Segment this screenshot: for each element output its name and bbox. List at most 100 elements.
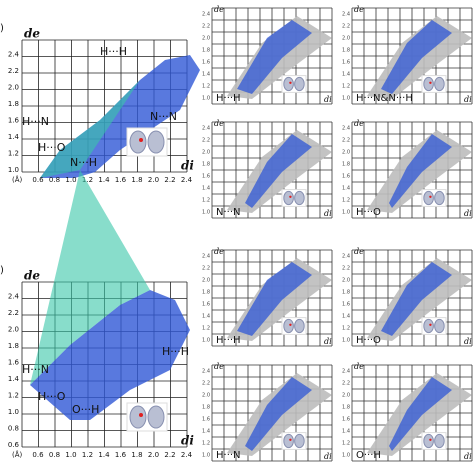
contact-spot xyxy=(289,323,292,326)
y-tick-label: 1.2 xyxy=(8,392,19,400)
y-tick-label: 1.2 xyxy=(202,198,210,204)
y-axis-label: de xyxy=(214,247,224,256)
contact-spot xyxy=(429,81,432,85)
y-tick-label: 1.4 xyxy=(8,375,20,383)
x-tick-label: 1.2 xyxy=(82,176,93,184)
molecule-surface xyxy=(434,76,445,92)
unit-label: (Å) xyxy=(12,450,23,459)
y-tick-label: 1.6 xyxy=(8,117,20,125)
x-axis-label: di xyxy=(181,434,194,448)
y-tick-label: 1.0 xyxy=(342,338,350,344)
y-axis-label: de xyxy=(354,5,364,14)
y-tick-label: 1.2 xyxy=(342,326,350,332)
fingerprint-cloud xyxy=(237,262,312,336)
contact-label: H···O xyxy=(356,207,381,218)
contact-label: H···H xyxy=(216,93,241,104)
y-tick-label: 1.4 xyxy=(202,72,210,78)
contact-label: H···O xyxy=(38,141,66,154)
y-tick-label: 2.4 xyxy=(202,254,210,260)
y-tick-label: 2.4 xyxy=(342,369,350,375)
contact-label: H···O xyxy=(356,335,381,346)
molecule-surface xyxy=(434,318,445,334)
contact-label: H···H xyxy=(162,345,189,358)
y-tick-label: 1.6 xyxy=(202,174,210,180)
y-tick-label: 1.4 xyxy=(342,72,350,78)
contact-spot xyxy=(429,438,432,441)
x-axis-label: di xyxy=(464,95,472,104)
contact-label: H···N xyxy=(22,115,49,128)
y-axis-label: de xyxy=(354,119,364,128)
molecule-surface xyxy=(283,190,294,206)
molecule-surface xyxy=(147,405,165,429)
contact-spot xyxy=(289,81,292,85)
fingerprint-cloud xyxy=(381,262,452,336)
contact-spot xyxy=(429,323,432,326)
y-tick-label: 2.4 xyxy=(8,293,20,301)
molecule-surface xyxy=(294,76,305,92)
y-tick-label: 1.4 xyxy=(342,314,350,320)
y-tick-label: 1.0 xyxy=(342,96,350,102)
y-tick-label: 1.2 xyxy=(8,150,19,158)
y-tick-label: 1.0 xyxy=(202,210,210,216)
x-tick-label: 1.0 xyxy=(65,451,76,459)
x-tick-label: 1.2 xyxy=(82,451,93,459)
y-tick-label: 1.8 xyxy=(202,405,210,411)
contact-spot xyxy=(139,138,143,142)
y-axis-label: de xyxy=(24,27,40,41)
molecule-surface xyxy=(423,190,434,206)
fingerprint-cloud xyxy=(30,290,190,420)
molecule-surface xyxy=(147,130,165,154)
y-axis-label: de xyxy=(214,119,224,128)
contact-spot xyxy=(139,413,143,417)
x-axis-label: di xyxy=(464,452,472,461)
y-tick-label: 1.8 xyxy=(342,162,350,168)
molecule-surface xyxy=(434,190,445,206)
y-tick-label: 1.8 xyxy=(8,100,19,108)
y-tick-label: 1.0 xyxy=(202,453,210,459)
molecule-surface xyxy=(294,433,305,449)
y-tick-label: 1.8 xyxy=(202,48,210,54)
molecule-surface xyxy=(423,318,434,334)
fingerprint-core xyxy=(40,80,140,178)
y-tick-label: 2.2 xyxy=(202,24,210,30)
x-axis-label: di xyxy=(324,95,332,104)
y-tick-label: 2.0 xyxy=(202,150,210,156)
contact-label: H···H xyxy=(216,335,241,346)
y-tick-label: 1.2 xyxy=(202,326,210,332)
fingerprint-cloud xyxy=(389,134,452,208)
y-tick-label: 1.6 xyxy=(342,60,350,66)
y-tick-label: 2.2 xyxy=(342,24,350,30)
y-tick-label: 2.2 xyxy=(342,266,350,272)
molecule-surface xyxy=(283,318,294,334)
y-tick-label: 1.0 xyxy=(202,338,210,344)
contact-label: H···O xyxy=(38,390,66,403)
y-tick-label: 1.2 xyxy=(202,84,210,90)
x-tick-label: 0.8 xyxy=(49,451,60,459)
y-tick-label: 2.0 xyxy=(8,84,19,92)
y-tick-label: 2.0 xyxy=(202,278,210,284)
contact-label: H···N xyxy=(22,363,49,376)
x-tick-label: 2.4 xyxy=(181,451,193,459)
x-tick-label: 2.0 xyxy=(148,176,159,184)
contact-label: H···H xyxy=(100,45,127,58)
y-tick-label: 2.0 xyxy=(202,393,210,399)
y-tick-label: 2.4 xyxy=(342,254,350,260)
y-tick-label: 1.0 xyxy=(342,210,350,216)
y-tick-label: 2.2 xyxy=(342,381,350,387)
y-tick-label: 2.0 xyxy=(342,393,350,399)
x-tick-label: 1.8 xyxy=(131,451,142,459)
y-tick-label: 2.4 xyxy=(202,126,210,132)
x-axis-label: di xyxy=(464,337,472,346)
y-tick-label: 2.4 xyxy=(202,12,210,18)
y-tick-label: 1.4 xyxy=(202,314,210,320)
y-tick-label: 2.0 xyxy=(342,150,350,156)
y-tick-label: 2.0 xyxy=(8,326,19,334)
panel-label: ) xyxy=(0,23,4,34)
y-tick-label: 1.0 xyxy=(342,453,350,459)
y-axis-label: de xyxy=(24,269,40,283)
fingerprint-cloud xyxy=(381,20,452,94)
x-tick-label: 2.2 xyxy=(164,451,175,459)
x-tick-label: 2.4 xyxy=(181,176,193,184)
y-tick-label: 1.6 xyxy=(342,417,350,423)
